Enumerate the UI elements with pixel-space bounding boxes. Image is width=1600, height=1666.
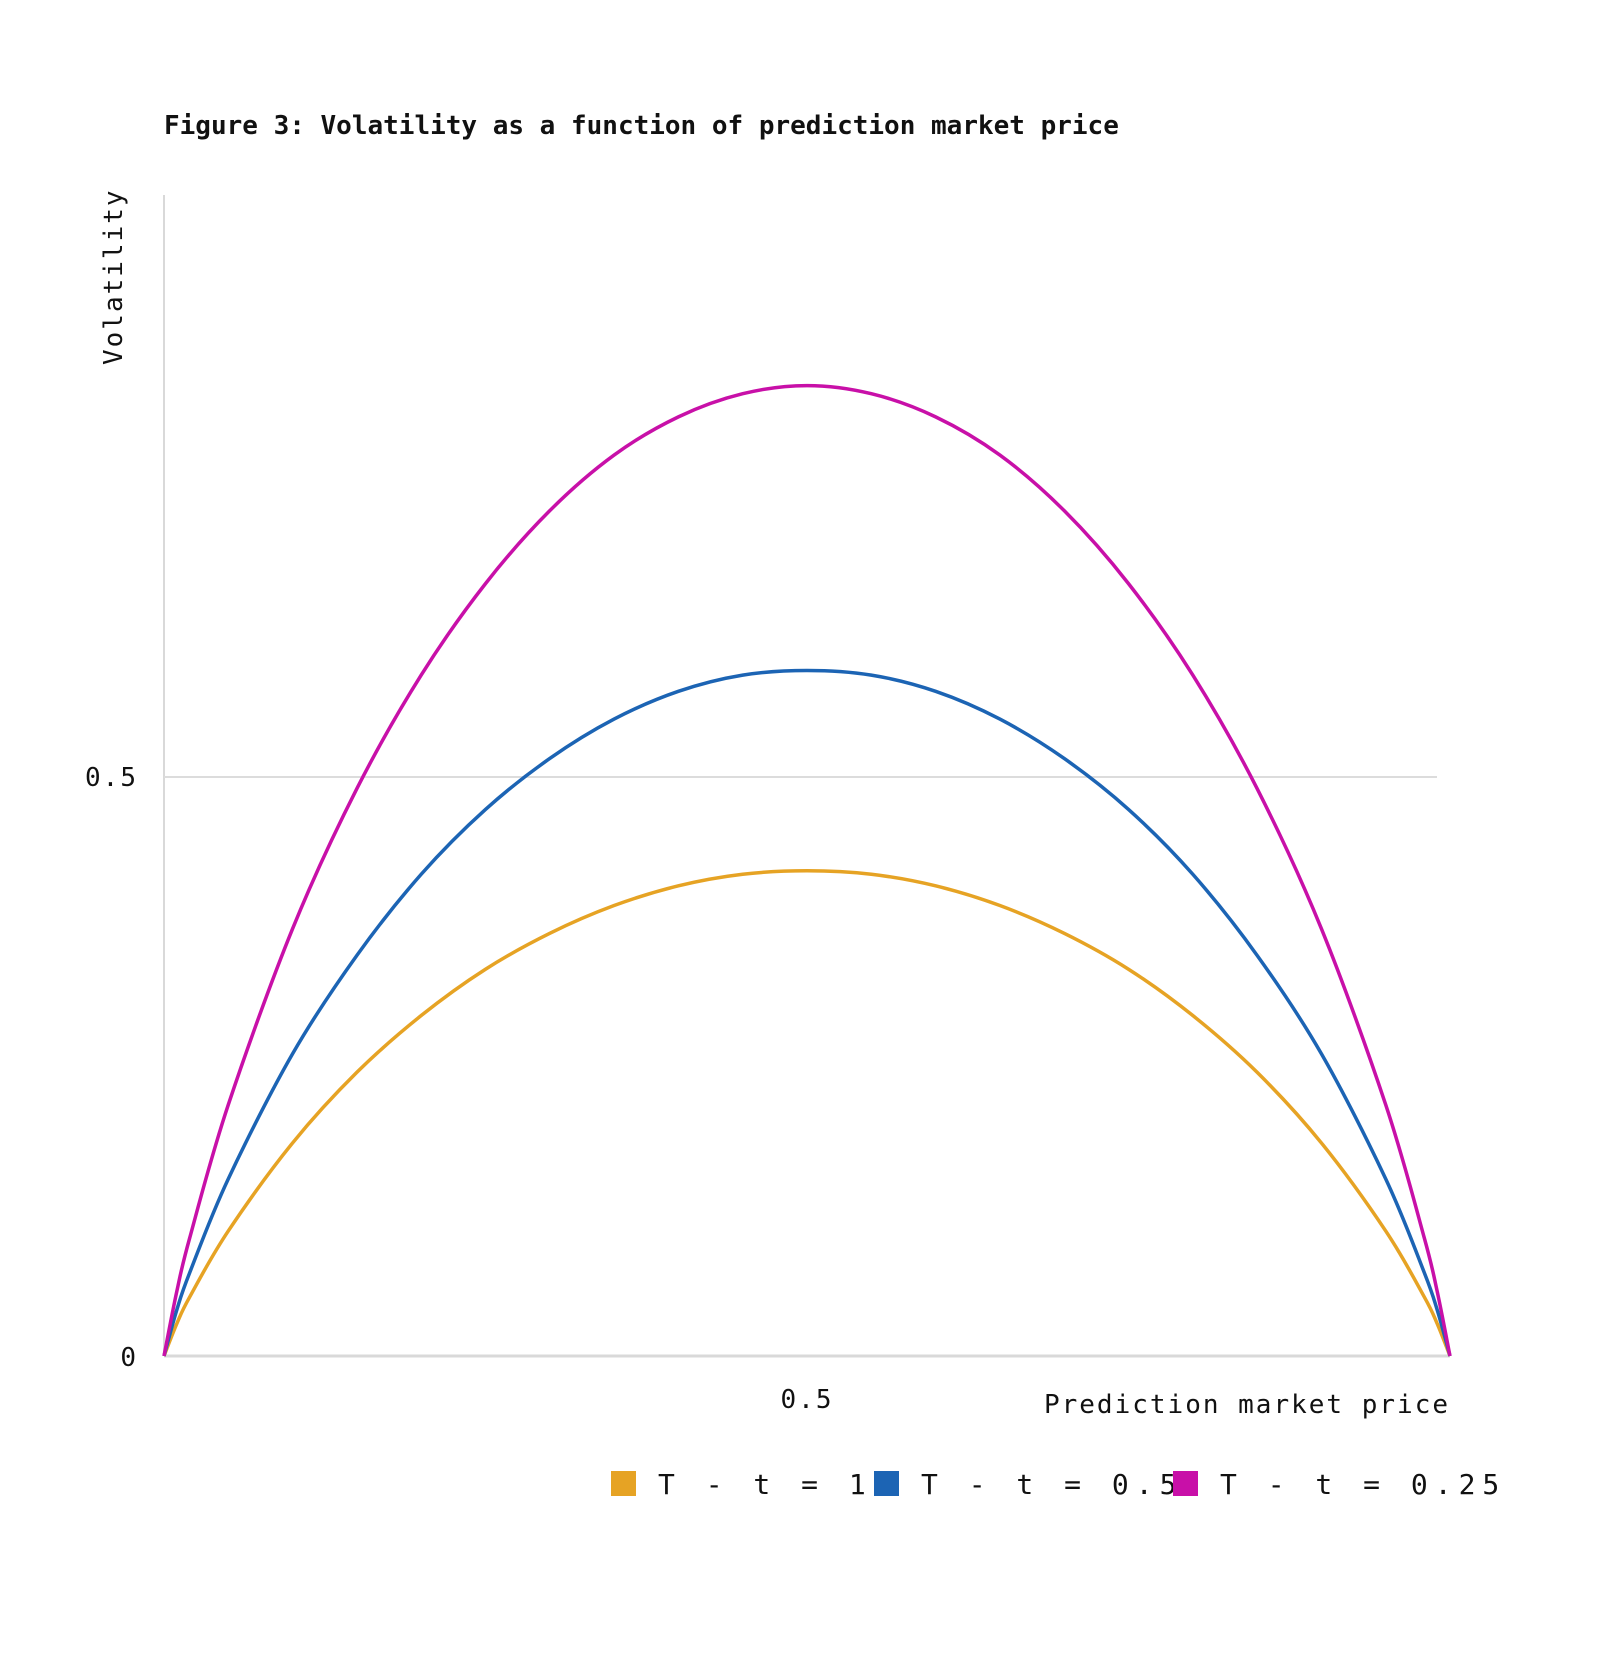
y-tick-label-0: 0 xyxy=(120,1343,138,1373)
legend: T - t = 1 T - t = 0.5 T - t = 0.25 xyxy=(611,1468,1506,1501)
legend-label-t1: T - t = 1 xyxy=(658,1468,873,1501)
legend-swatch-t05 xyxy=(874,1471,899,1496)
series-line-1 xyxy=(162,668,1452,1357)
series-line-0 xyxy=(162,869,1452,1357)
x-tick-label-0-5: 0.5 xyxy=(781,1385,834,1415)
x-axis-label: Prediction market price xyxy=(1044,1390,1450,1420)
y-axis-label: Volatility xyxy=(99,188,129,365)
y-tick-label-0-5: 0.5 xyxy=(85,763,138,793)
legend-swatch-t025 xyxy=(1173,1471,1198,1496)
legend-label-t05: T - t = 0.5 xyxy=(921,1468,1183,1501)
legend-label-t025: T - t = 0.25 xyxy=(1220,1468,1506,1501)
legend-swatch-t1 xyxy=(611,1471,636,1496)
series-line-2 xyxy=(162,383,1452,1357)
chart-title: Figure 3: Volatility as a function of pr… xyxy=(164,111,1119,141)
